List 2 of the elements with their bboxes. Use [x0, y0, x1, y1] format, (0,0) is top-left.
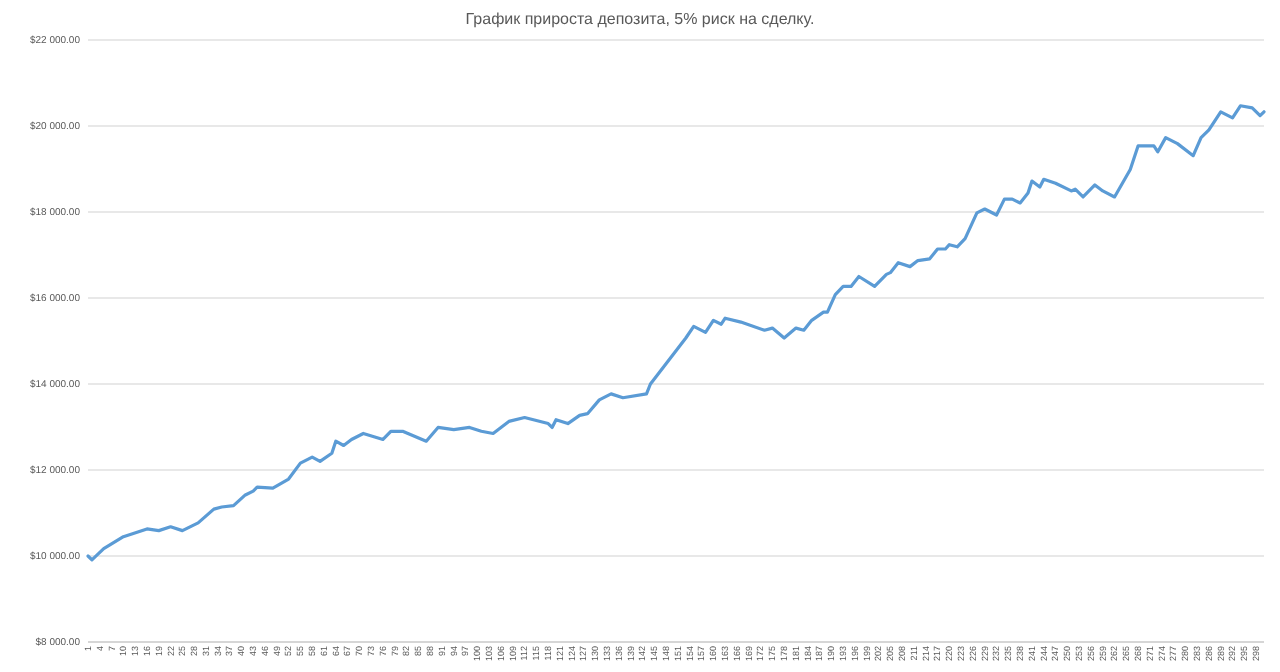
line-series: [86, 104, 1266, 562]
chart-title: График прироста депозита, 5% риск на сделку.: [465, 10, 815, 28]
